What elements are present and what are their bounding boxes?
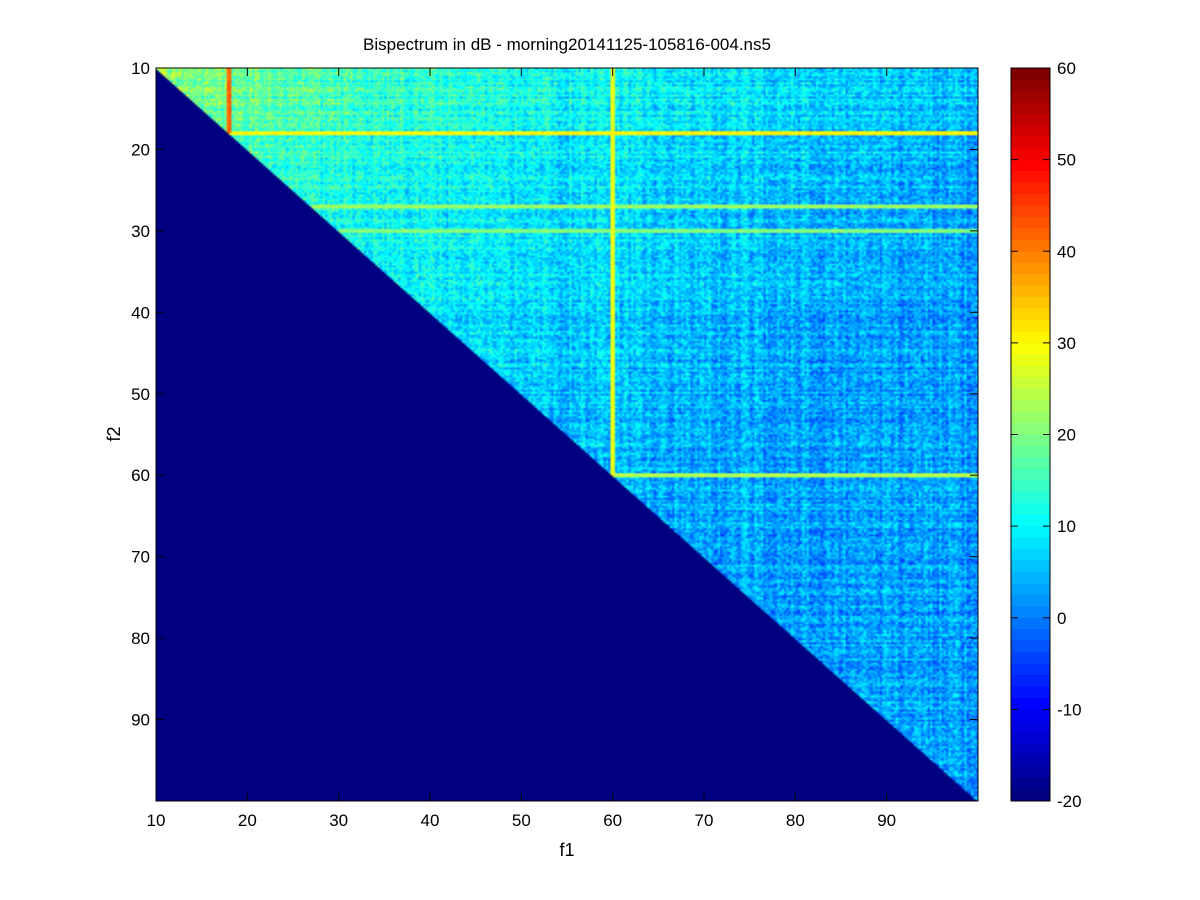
colorbar-tick-label: 60: [1057, 59, 1076, 78]
colorbar-tick-label: 20: [1057, 426, 1076, 445]
chart-title: Bispectrum in dB - morning20141125-10581…: [363, 35, 771, 54]
colorbar-tick-label: 50: [1057, 151, 1076, 170]
x-tick-label: 90: [877, 811, 896, 830]
y-tick-label: 20: [131, 140, 150, 159]
colorbar-tick-label: 40: [1057, 242, 1076, 261]
x-tick-label: 50: [512, 811, 531, 830]
x-tick-label: 70: [695, 811, 714, 830]
plot-area: [156, 68, 978, 801]
colorbar-tick-label: 30: [1057, 334, 1076, 353]
y-tick-label: 70: [131, 548, 150, 567]
colorbar-tick-label: -20: [1057, 792, 1082, 811]
y-axis-label: f2: [104, 426, 124, 441]
y-tick-label: 30: [131, 222, 150, 241]
colorbar-tick-label: 10: [1057, 517, 1076, 536]
x-tick-label: 40: [421, 811, 440, 830]
heatmap-image: [156, 68, 978, 801]
x-tick-label: 80: [786, 811, 805, 830]
y-tick-label: 60: [131, 466, 150, 485]
x-axis-label: f1: [559, 840, 574, 860]
x-tick-label: 20: [238, 811, 257, 830]
y-tick-label: 50: [131, 385, 150, 404]
y-tick-label: 10: [131, 59, 150, 78]
colorbar-tick-label: 0: [1057, 609, 1066, 628]
x-tick-label: 60: [603, 811, 622, 830]
y-tick-label: 80: [131, 629, 150, 648]
colorbar-tick-label: -10: [1057, 700, 1082, 719]
y-tick-label: 40: [131, 303, 150, 322]
x-tick-label: 10: [147, 811, 166, 830]
x-tick-label: 30: [329, 811, 348, 830]
colorbar: 60 50 40 30 20 10 0 -10 -20: [1011, 59, 1082, 811]
y-tick-label: 90: [131, 711, 150, 730]
